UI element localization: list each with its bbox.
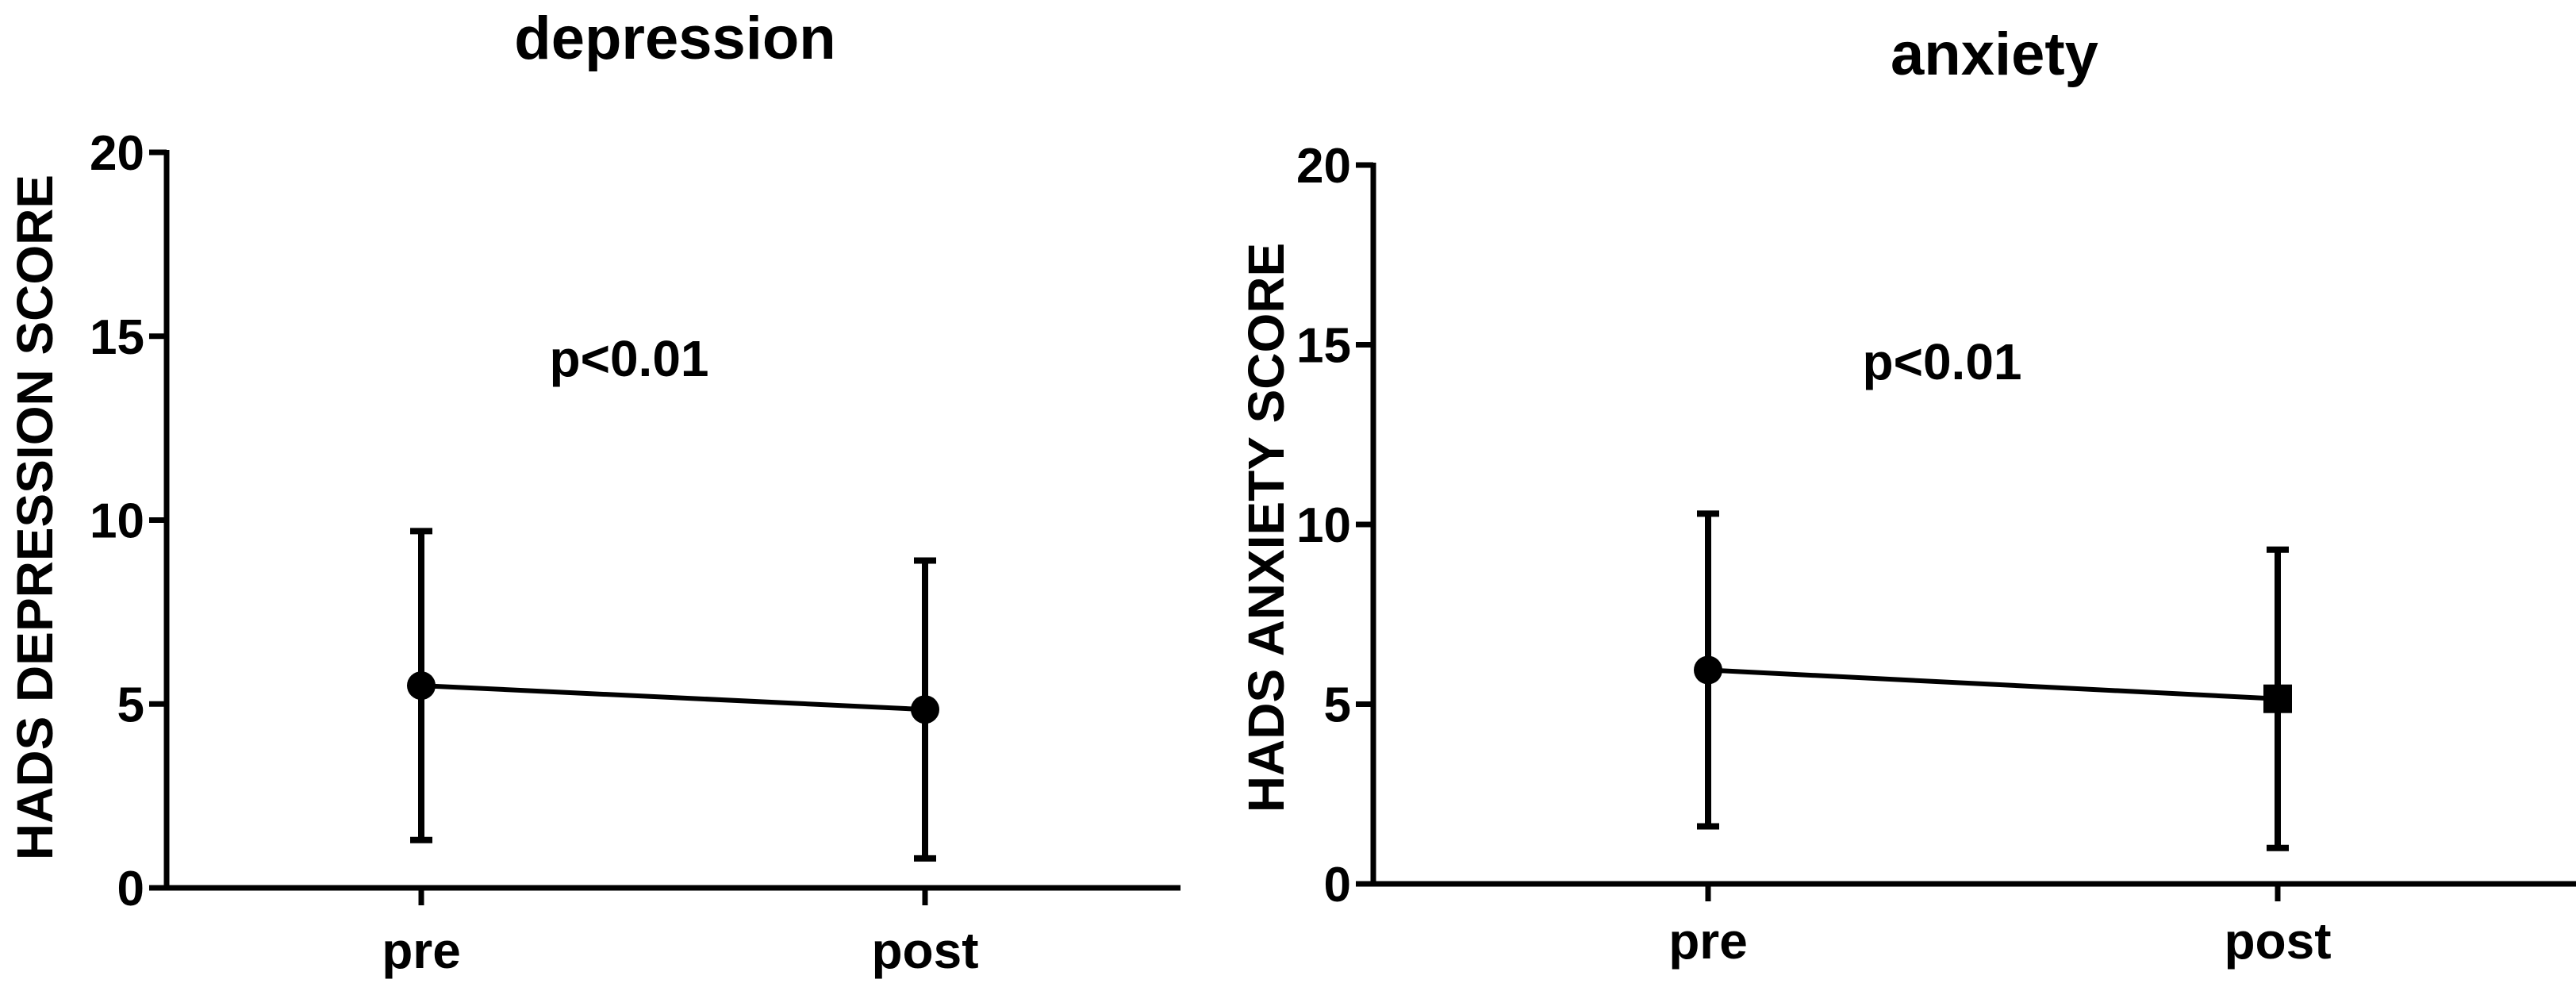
x-tick-label: pre: [1668, 912, 1748, 970]
series-line: [1707, 667, 2278, 701]
chart-anxiety: anxiety HADS ANXIETY SCORE p<0.01 0 5 10 15…: [1238, 21, 2576, 970]
data-point-marker: [407, 671, 436, 701]
plot-area: [1694, 510, 2292, 851]
chart-depression: depression HADS DEPRESSION SCORE p<0.01 …: [6, 5, 1181, 979]
data-point-marker: [2263, 684, 2292, 713]
y-tick-label: 15: [90, 310, 144, 365]
y-tick-label: 0: [1324, 858, 1351, 912]
axes: 0 5 10 15 20 pre post: [1296, 139, 2576, 970]
data-point-marker: [911, 695, 939, 724]
y-axis-label: HADS DEPRESSION SCORE: [6, 175, 63, 860]
axes: 0 5 10 15 20 pre post: [90, 126, 1181, 979]
y-tick-label: 5: [1324, 678, 1351, 733]
plot-area: [407, 528, 939, 862]
x-tick-label: post: [2224, 912, 2331, 970]
chart-title: depression: [514, 5, 835, 72]
chart-title: anxiety: [1891, 21, 2098, 88]
p-value-annotation: p<0.01: [549, 330, 708, 387]
x-tick-label: pre: [382, 922, 461, 979]
y-tick-label: 10: [90, 494, 144, 549]
data-point-marker: [1694, 655, 1722, 685]
p-value-annotation: p<0.01: [1862, 333, 2021, 390]
x-tick-label: post: [871, 922, 978, 979]
y-tick-label: 15: [1296, 319, 1351, 374]
y-tick-label: 10: [1296, 498, 1351, 553]
y-tick-label: 20: [1296, 139, 1351, 194]
y-tick-label: 0: [117, 862, 144, 916]
series-line: [420, 683, 926, 713]
y-axis-label: HADS ANXIETY SCORE: [1238, 243, 1295, 812]
y-tick-label: 20: [90, 126, 144, 181]
y-tick-label: 5: [117, 678, 144, 732]
